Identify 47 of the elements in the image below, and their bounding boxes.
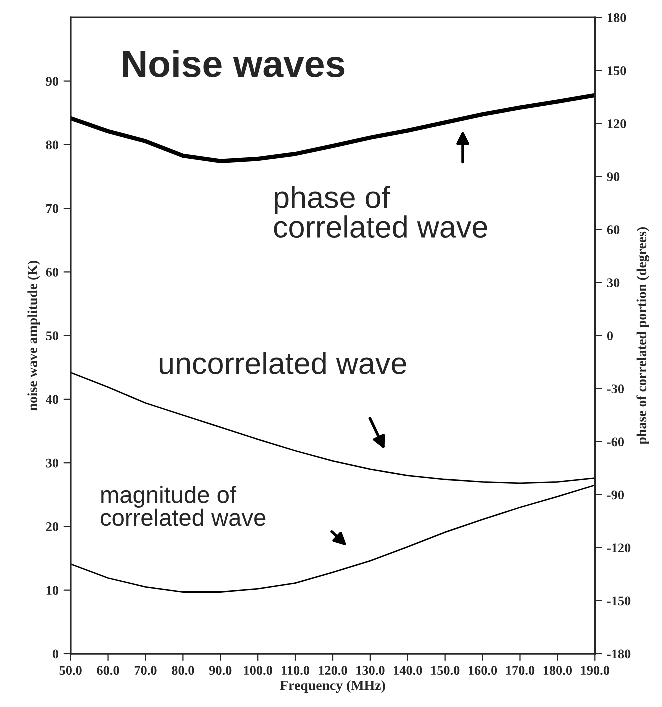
x-tick-label: 170.0 [506, 666, 535, 676]
y-tick-label: 70 [46, 204, 59, 214]
x-tick-label: 90.0 [209, 666, 232, 676]
x-tick-label: 60.0 [97, 666, 120, 676]
x-tick-label: 180.0 [544, 666, 572, 676]
annotation: magnitude of correlated wave [101, 486, 266, 526]
y-tick-label: 90 [46, 77, 59, 86]
y2-tick-label: -180 [607, 650, 631, 659]
y2-tick-label: 60 [607, 226, 620, 234]
line-series [70, 484, 596, 593]
y-tick-label: 0 [52, 650, 59, 659]
y-tick-label: 30 [46, 458, 59, 468]
y2-tick-label: -120 [607, 544, 631, 553]
annotation: uncorrelated wave [160, 352, 406, 374]
y-tick-label: 50 [46, 332, 59, 341]
annotation: phase of correlated wave [274, 186, 488, 238]
y2-tick-label: -30 [607, 384, 624, 394]
y2-tick-label: 0 [607, 332, 614, 341]
y2-tick-label: 120 [608, 120, 626, 128]
y-axis-title: noise wave amplitude (K) [28, 261, 40, 411]
line-series [70, 93, 596, 164]
y-tick-label: 20 [46, 522, 59, 532]
x-tick-label: 110.0 [282, 666, 310, 676]
y-tick-label: 10 [46, 586, 59, 596]
y-tick-label: 40 [46, 395, 59, 404]
x-tick-label: 160.0 [469, 666, 498, 676]
x-tick-label: 190.0 [581, 666, 610, 676]
y2-axis-title: phase of correlated portion (degrees) [636, 228, 650, 445]
y2-tick-label: 150 [608, 66, 626, 76]
x-tick-label: 70.0 [134, 666, 157, 676]
x-tick-label: 120.0 [319, 666, 348, 676]
y-tick-label: 60 [46, 268, 59, 277]
x-tick-label: 130.0 [356, 666, 385, 676]
x-tick-label: 80.0 [172, 666, 194, 676]
text: Noise waves [124, 50, 345, 78]
y-tick-label: 80 [46, 140, 59, 150]
y2-tick-label: -60 [607, 438, 624, 447]
x-tick-label: 50.0 [60, 666, 82, 676]
x-tick-label: 140.0 [394, 666, 422, 676]
y2-tick-label: 90 [607, 172, 620, 182]
x-tick-label: 100.0 [244, 666, 272, 676]
x-tick-label: 150.0 [432, 666, 460, 676]
y2-tick-label: 180 [608, 13, 626, 22]
y2-tick-label: -90 [607, 490, 624, 500]
y2-tick-label: -150 [607, 596, 631, 606]
x-axis-title: Frequency (MHz) [280, 680, 386, 694]
y2-tick-label: 30 [607, 278, 620, 288]
